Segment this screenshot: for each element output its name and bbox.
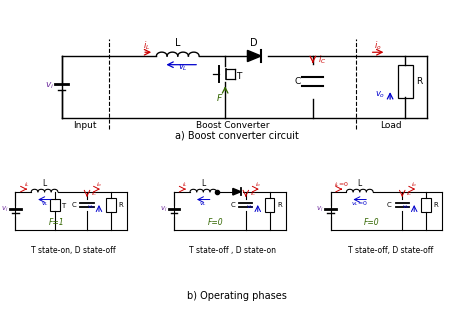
- Bar: [265, 198, 274, 212]
- Text: $i_o$: $i_o$: [411, 180, 417, 188]
- Text: $v_i$: $v_i$: [1, 205, 9, 214]
- Text: $i_C$: $i_C$: [250, 189, 256, 198]
- Text: C: C: [295, 77, 301, 86]
- Text: $v_o$: $v_o$: [246, 203, 254, 211]
- Text: $v_L$=0: $v_L$=0: [351, 199, 368, 208]
- Text: $i_o$: $i_o$: [374, 39, 382, 52]
- Text: $v_L$: $v_L$: [41, 200, 48, 208]
- Text: $i_o$: $i_o$: [96, 180, 102, 188]
- Bar: [50, 199, 61, 211]
- Text: L: L: [175, 38, 181, 48]
- Text: T: T: [61, 203, 65, 209]
- Text: F=1: F=1: [48, 218, 64, 227]
- Text: T: T: [236, 72, 241, 81]
- Text: a) Boost converter circuit: a) Boost converter circuit: [175, 130, 299, 140]
- Text: Input: Input: [73, 120, 97, 129]
- Text: F=0: F=0: [364, 218, 379, 227]
- Text: C: C: [387, 202, 392, 208]
- Polygon shape: [247, 50, 261, 62]
- Text: $i_L$: $i_L$: [182, 180, 188, 188]
- Text: Load: Load: [380, 120, 402, 129]
- Text: L: L: [43, 179, 46, 188]
- Text: T state-off, D state-off: T state-off, D state-off: [348, 246, 434, 255]
- Text: T state-off , D state-on: T state-off , D state-on: [189, 246, 276, 255]
- Text: F: F: [217, 94, 221, 103]
- Text: $i_C$: $i_C$: [318, 53, 327, 66]
- Text: C: C: [230, 202, 235, 208]
- Text: $i_o$: $i_o$: [255, 180, 261, 188]
- Bar: [398, 65, 413, 98]
- Text: C: C: [72, 202, 76, 208]
- Text: $v_o$: $v_o$: [402, 203, 410, 211]
- Text: $i_L$=0: $i_L$=0: [334, 180, 349, 188]
- Text: Boost Converter: Boost Converter: [195, 120, 269, 129]
- Polygon shape: [233, 188, 241, 195]
- Text: $v_L$: $v_L$: [200, 200, 207, 208]
- Text: L: L: [201, 179, 205, 188]
- Text: $v_o$: $v_o$: [374, 89, 385, 100]
- Text: F=0: F=0: [207, 218, 223, 227]
- Text: D: D: [250, 38, 257, 48]
- Text: $v_i$: $v_i$: [45, 80, 55, 91]
- Bar: [421, 198, 431, 212]
- Text: L: L: [358, 179, 362, 188]
- Text: $i_L$: $i_L$: [143, 39, 151, 52]
- Text: $i_C$: $i_C$: [406, 189, 413, 198]
- Text: $v_i$: $v_i$: [160, 205, 167, 214]
- Text: $v_i$: $v_i$: [317, 205, 324, 214]
- Text: R: R: [433, 202, 438, 208]
- Text: R: R: [416, 77, 422, 86]
- Bar: [106, 198, 116, 212]
- Text: $v_L$: $v_L$: [178, 62, 187, 72]
- Text: $v_o$: $v_o$: [87, 203, 95, 211]
- Text: T state-on, D state-off: T state-on, D state-off: [31, 246, 116, 255]
- Text: $i_C$: $i_C$: [91, 189, 98, 198]
- Text: R: R: [277, 202, 282, 208]
- Text: $i_L$: $i_L$: [24, 180, 29, 188]
- Text: b) Operating phases: b) Operating phases: [187, 290, 287, 300]
- Text: R: R: [118, 202, 123, 208]
